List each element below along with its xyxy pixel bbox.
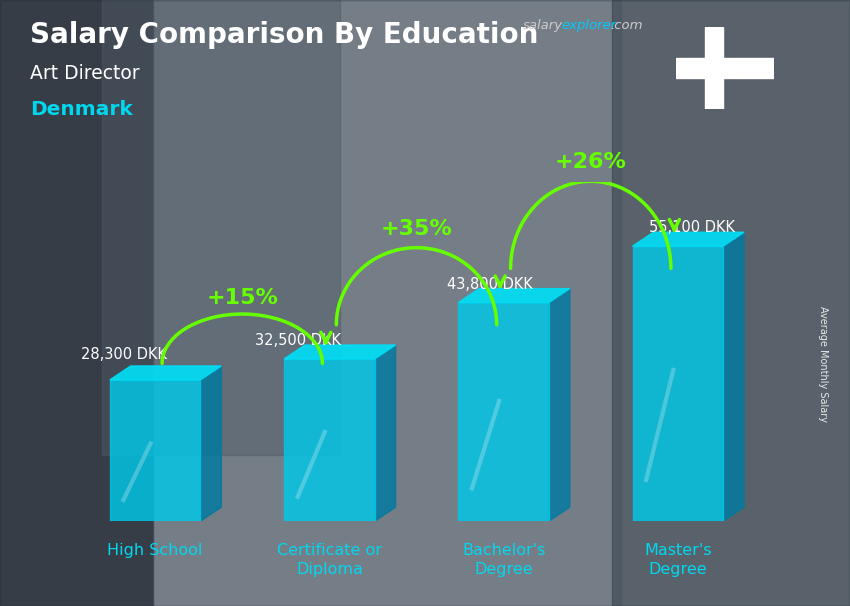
Text: explorer: explorer [561,19,616,32]
Bar [284,359,375,521]
Bar [612,0,850,606]
Bar [102,0,340,454]
Polygon shape [284,345,395,359]
Text: +15%: +15% [207,288,278,308]
Polygon shape [110,366,221,380]
Polygon shape [723,232,744,521]
Polygon shape [632,232,744,246]
Polygon shape [458,288,570,302]
Polygon shape [549,288,570,521]
Text: Denmark: Denmark [30,100,133,119]
Text: 43,800 DKK: 43,800 DKK [447,276,533,291]
Text: salary: salary [523,19,563,32]
Bar [0,0,153,606]
Bar [110,380,201,521]
Text: 55,100 DKK: 55,100 DKK [649,220,734,235]
Text: Salary Comparison By Education: Salary Comparison By Education [30,21,538,49]
Text: +35%: +35% [381,219,452,239]
Bar [676,58,774,78]
Polygon shape [375,345,395,521]
Text: 32,500 DKK: 32,500 DKK [255,333,341,348]
Bar [706,27,722,109]
Text: +26%: +26% [555,152,626,172]
Text: 28,300 DKK: 28,300 DKK [81,347,167,362]
Text: Art Director: Art Director [30,64,139,82]
Text: Average Monthly Salary: Average Monthly Salary [818,305,828,422]
Polygon shape [201,366,221,521]
Bar [632,246,723,521]
Text: .com: .com [610,19,643,32]
Bar [153,0,620,606]
Bar [458,302,549,521]
